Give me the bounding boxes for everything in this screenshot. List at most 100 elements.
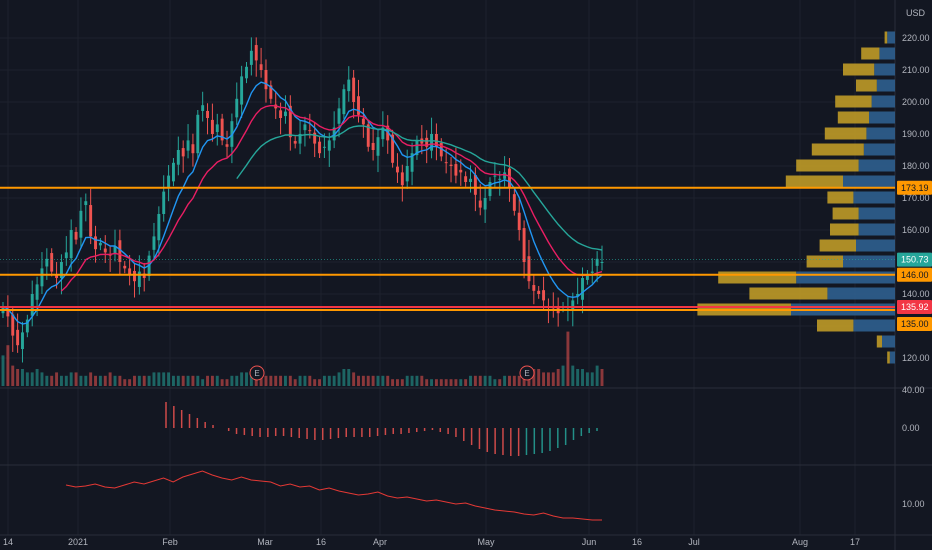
candle-body[interactable] xyxy=(74,231,78,240)
candle-body[interactable] xyxy=(532,285,536,291)
candle-body[interactable] xyxy=(11,314,15,336)
candle-body[interactable] xyxy=(288,105,292,138)
candle-body[interactable] xyxy=(327,140,331,151)
candle-body[interactable] xyxy=(444,162,448,164)
candle-body[interactable] xyxy=(493,175,497,177)
candle-body[interactable] xyxy=(508,168,511,189)
candle-body[interactable] xyxy=(571,300,575,310)
candle-body[interactable] xyxy=(396,166,399,173)
candle-body[interactable] xyxy=(303,124,307,131)
candle-body[interactable] xyxy=(152,236,156,250)
candle-body[interactable] xyxy=(464,176,468,182)
candle-body[interactable] xyxy=(415,140,419,156)
candle-body[interactable] xyxy=(64,252,68,259)
candle-body[interactable] xyxy=(269,85,273,99)
candle-body[interactable] xyxy=(264,70,268,90)
candle-body[interactable] xyxy=(454,164,458,176)
candle-body[interactable] xyxy=(167,175,171,188)
candle-body[interactable] xyxy=(225,144,229,147)
candle-body[interactable] xyxy=(400,172,404,186)
candle-body[interactable] xyxy=(45,258,49,267)
candle-body[interactable] xyxy=(357,96,360,115)
candle-body[interactable] xyxy=(576,294,580,297)
candle-body[interactable] xyxy=(371,142,375,150)
candle-body[interactable] xyxy=(488,182,492,197)
candle-body[interactable] xyxy=(469,178,472,182)
candlesticks[interactable] xyxy=(1,37,604,363)
candle-body[interactable] xyxy=(332,127,336,141)
candle-body[interactable] xyxy=(94,236,97,250)
candle-body[interactable] xyxy=(283,111,287,117)
candle-body[interactable] xyxy=(517,212,521,230)
candle-body[interactable] xyxy=(123,265,127,269)
candle-body[interactable] xyxy=(595,258,599,266)
candle-body[interactable] xyxy=(157,214,161,241)
candle-body[interactable] xyxy=(128,268,132,275)
earnings-marker[interactable] xyxy=(519,365,535,381)
candle-body[interactable] xyxy=(201,105,205,111)
candle-body[interactable] xyxy=(249,50,253,65)
candle-body[interactable] xyxy=(337,108,341,124)
candle-body[interactable] xyxy=(240,76,244,105)
candle-body[interactable] xyxy=(59,262,63,278)
candle-body[interactable] xyxy=(459,169,463,173)
candle-body[interactable] xyxy=(381,127,385,140)
candle-body[interactable] xyxy=(405,166,409,182)
candle-body[interactable] xyxy=(69,230,73,259)
candle-body[interactable] xyxy=(162,191,166,214)
candle-body[interactable] xyxy=(25,319,29,333)
candle-body[interactable] xyxy=(196,114,200,154)
candle-body[interactable] xyxy=(259,64,263,70)
candle-body[interactable] xyxy=(498,178,502,180)
candle-body[interactable] xyxy=(322,146,326,148)
candle-body[interactable] xyxy=(342,89,346,115)
candle-body[interactable] xyxy=(293,141,297,144)
candle-body[interactable] xyxy=(279,110,283,118)
candle-body[interactable] xyxy=(439,142,443,157)
candle-body[interactable] xyxy=(512,194,516,211)
candle-body[interactable] xyxy=(478,200,482,208)
candle-body[interactable] xyxy=(220,118,224,141)
candle-body[interactable] xyxy=(55,275,59,278)
candle-body[interactable] xyxy=(449,164,453,166)
candle-body[interactable] xyxy=(347,79,351,92)
candle-body[interactable] xyxy=(522,228,526,262)
candle-body[interactable] xyxy=(103,248,107,253)
candle-body[interactable] xyxy=(352,77,356,102)
candle-body[interactable] xyxy=(137,271,141,287)
earnings-marker[interactable] xyxy=(249,365,265,381)
candle-body[interactable] xyxy=(171,162,175,182)
candle-body[interactable] xyxy=(425,137,429,147)
candle-body[interactable] xyxy=(527,256,531,282)
candle-body[interactable] xyxy=(21,332,24,350)
candle-body[interactable] xyxy=(235,98,239,118)
candle-body[interactable] xyxy=(473,174,477,195)
candle-body[interactable] xyxy=(206,110,209,118)
candle-body[interactable] xyxy=(245,66,248,79)
candle-body[interactable] xyxy=(313,132,317,144)
candle-body[interactable] xyxy=(308,130,312,132)
candle-body[interactable] xyxy=(30,294,34,316)
candle-body[interactable] xyxy=(600,262,604,263)
candle-body[interactable] xyxy=(50,253,54,272)
candle-body[interactable] xyxy=(40,268,44,287)
candle-body[interactable] xyxy=(590,271,594,273)
candle-body[interactable] xyxy=(6,308,10,317)
candle-body[interactable] xyxy=(186,140,190,151)
candle-body[interactable] xyxy=(16,329,20,346)
candle-body[interactable] xyxy=(113,246,117,254)
candle-body[interactable] xyxy=(410,153,414,172)
candle-body[interactable] xyxy=(254,45,258,61)
candle-body[interactable] xyxy=(191,144,195,154)
candle-body[interactable] xyxy=(35,284,39,300)
candle-body[interactable] xyxy=(503,172,507,179)
candle-body[interactable] xyxy=(98,242,102,246)
candle-body[interactable] xyxy=(386,125,390,141)
candle-body[interactable] xyxy=(298,134,302,144)
candle-body[interactable] xyxy=(118,240,122,262)
candle-body[interactable] xyxy=(585,274,589,280)
candle-body[interactable] xyxy=(176,150,180,165)
horizontal-levels[interactable] xyxy=(0,186,895,311)
candle-body[interactable] xyxy=(215,124,219,133)
candle-body[interactable] xyxy=(581,278,584,300)
